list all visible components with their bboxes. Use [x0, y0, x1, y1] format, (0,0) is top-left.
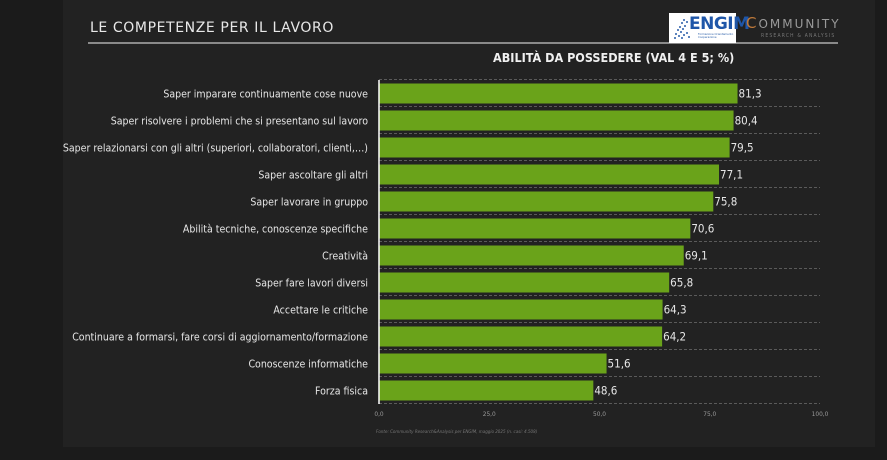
bar	[379, 326, 663, 347]
category-label: Saper fare lavori diversi	[255, 278, 368, 290]
data-label: 80,4	[735, 114, 758, 128]
bar	[379, 299, 663, 320]
category-label: Forza fisica	[315, 386, 368, 398]
bar	[379, 83, 738, 104]
category-label: Creatività	[322, 251, 368, 263]
engim-tagline: Formazione Orientamento Cooperazione	[698, 32, 734, 39]
bar	[379, 380, 594, 401]
x-tick-label: 100,0	[812, 410, 829, 418]
bar	[379, 110, 734, 131]
bar	[379, 137, 730, 158]
x-tick-label: 75,0	[703, 410, 716, 418]
data-label: 75,8	[714, 195, 737, 209]
data-label: 79,5	[731, 141, 754, 155]
x-tick-label: 50,0	[593, 410, 606, 418]
bar	[379, 218, 691, 239]
engim-logo: ENGIM Formazione Orientamento Cooperazio…	[669, 13, 750, 43]
x-tick-label: 0,0	[374, 410, 384, 418]
data-label: 77,1	[720, 168, 743, 182]
category-label: Continuare a formarsi, fare corsi di agg…	[72, 332, 368, 344]
bar	[379, 272, 670, 293]
data-label: 64,2	[663, 330, 686, 344]
engim-wordmark: ENGIM	[689, 14, 750, 34]
category-label: Saper risolvere i problemi che si presen…	[111, 116, 368, 128]
data-label: 70,6	[691, 222, 714, 236]
data-label: 65,8	[670, 276, 693, 290]
community-logo: COMMUNITY	[746, 14, 841, 32]
bar	[379, 191, 714, 212]
bar	[379, 245, 684, 266]
community-wordmark: OMMUNITY	[758, 17, 841, 31]
community-logo-initial: C	[746, 14, 759, 32]
data-label: 69,1	[685, 249, 708, 263]
page-title: LE COMPETENZE PER IL LAVORO	[90, 20, 334, 36]
category-label: Saper lavorare in gruppo	[250, 197, 368, 209]
category-label: Accettare le critiche	[273, 305, 368, 317]
community-tagline: RESEARCH & ANALYSIS	[761, 33, 836, 39]
category-label: Abilità tecniche, conoscenze specifiche	[183, 224, 368, 236]
data-label: 51,6	[608, 357, 631, 371]
category-label: Saper relazionarsi con gli altri (superi…	[63, 143, 368, 155]
bar	[379, 164, 720, 185]
data-label: 48,6	[594, 384, 617, 398]
category-label: Saper ascoltare gli altri	[258, 170, 368, 182]
chart-title: ABILITÀ DA POSSEDERE (VAL 4 E 5; %)	[493, 50, 735, 65]
engim-dots-icon	[674, 19, 690, 39]
bar	[379, 353, 607, 374]
x-tick-label: 25,0	[483, 410, 496, 418]
category-label: Conoscenze informatiche	[248, 359, 368, 371]
source-note: Fonte: Community Research&Analysis per E…	[376, 430, 538, 435]
data-label: 64,3	[664, 303, 687, 317]
title-divider	[88, 42, 838, 44]
category-label: Saper imparare continuamente cose nuove	[163, 89, 368, 101]
data-label: 81,3	[739, 87, 762, 101]
